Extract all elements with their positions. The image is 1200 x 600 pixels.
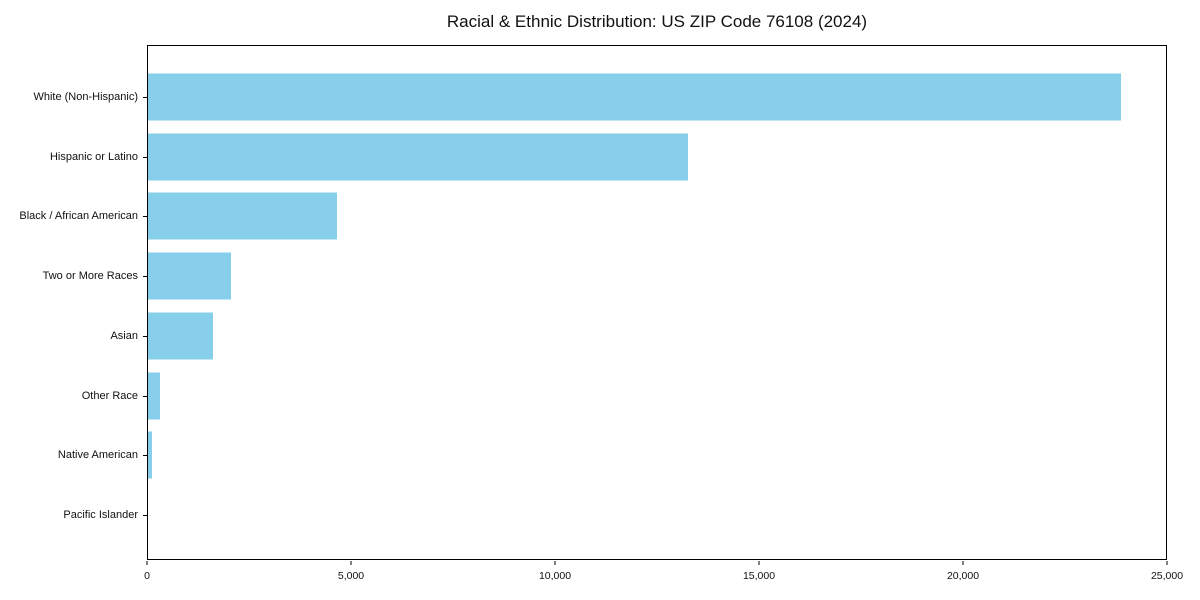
y-axis-tick: [143, 335, 147, 337]
plot-area: White (Non-Hispanic) Hispanic or Latino …: [19, 45, 1167, 560]
x-axis-tick: [1166, 561, 1168, 565]
category-label: Native American: [57, 449, 138, 462]
category-label: Other Race: [81, 389, 138, 402]
bar-row: Pacific Islander: [63, 485, 1166, 545]
x-axis: 0 5,000 10,000 15,000 20,000 25,000: [144, 561, 1183, 591]
x-axis-tick: [962, 561, 964, 565]
x-axis-tick: [350, 561, 352, 565]
bar: [148, 312, 214, 360]
category-label: White (Non-Hispanic): [33, 90, 138, 103]
x-axis-tick: [758, 561, 760, 565]
x-tick-label: 20,000: [946, 570, 980, 582]
bar-rows: White (Non-Hispanic) Hispanic or Latino …: [19, 67, 1166, 545]
y-axis-tick: [143, 515, 147, 517]
bar-row: Other Race: [82, 366, 1166, 426]
y-axis-tick: [143, 276, 147, 278]
bar-row: White (Non-Hispanic): [33, 67, 1166, 127]
x-tick-label: 15,000: [742, 570, 776, 582]
bar: [148, 192, 338, 240]
x-axis-tick: [554, 561, 556, 565]
chart-title: Racial & Ethnic Distribution: US ZIP Cod…: [446, 12, 868, 31]
bar-row: Two or More Races: [43, 246, 1166, 306]
x-tick-label: 25,000: [1150, 570, 1184, 582]
y-axis-tick: [143, 216, 147, 218]
bar: [148, 73, 1122, 121]
bar: [148, 133, 688, 181]
x-tick-label: 5,000: [337, 570, 365, 582]
x-tick-label: 0: [144, 570, 150, 582]
bar-row: Black / African American: [19, 187, 1166, 247]
bar-row: Native American: [58, 426, 1166, 486]
y-axis-tick: [143, 455, 147, 457]
category-label: Asian: [110, 329, 138, 342]
bar: [148, 252, 232, 300]
x-tick-label: 10,000: [538, 570, 572, 582]
bar: [148, 372, 160, 420]
bar-row: Asian: [110, 306, 1166, 366]
y-axis-tick: [143, 96, 147, 98]
category-label: Black / African American: [19, 210, 138, 223]
category-label: Hispanic or Latino: [49, 150, 138, 163]
bar-row: Hispanic or Latino: [50, 127, 1166, 187]
category-label: Pacific Islander: [63, 509, 138, 522]
y-axis-tick: [143, 395, 147, 397]
x-axis-tick: [146, 561, 148, 565]
bar: [148, 431, 153, 479]
category-label: Two or More Races: [42, 270, 138, 283]
y-axis-tick: [143, 156, 147, 158]
